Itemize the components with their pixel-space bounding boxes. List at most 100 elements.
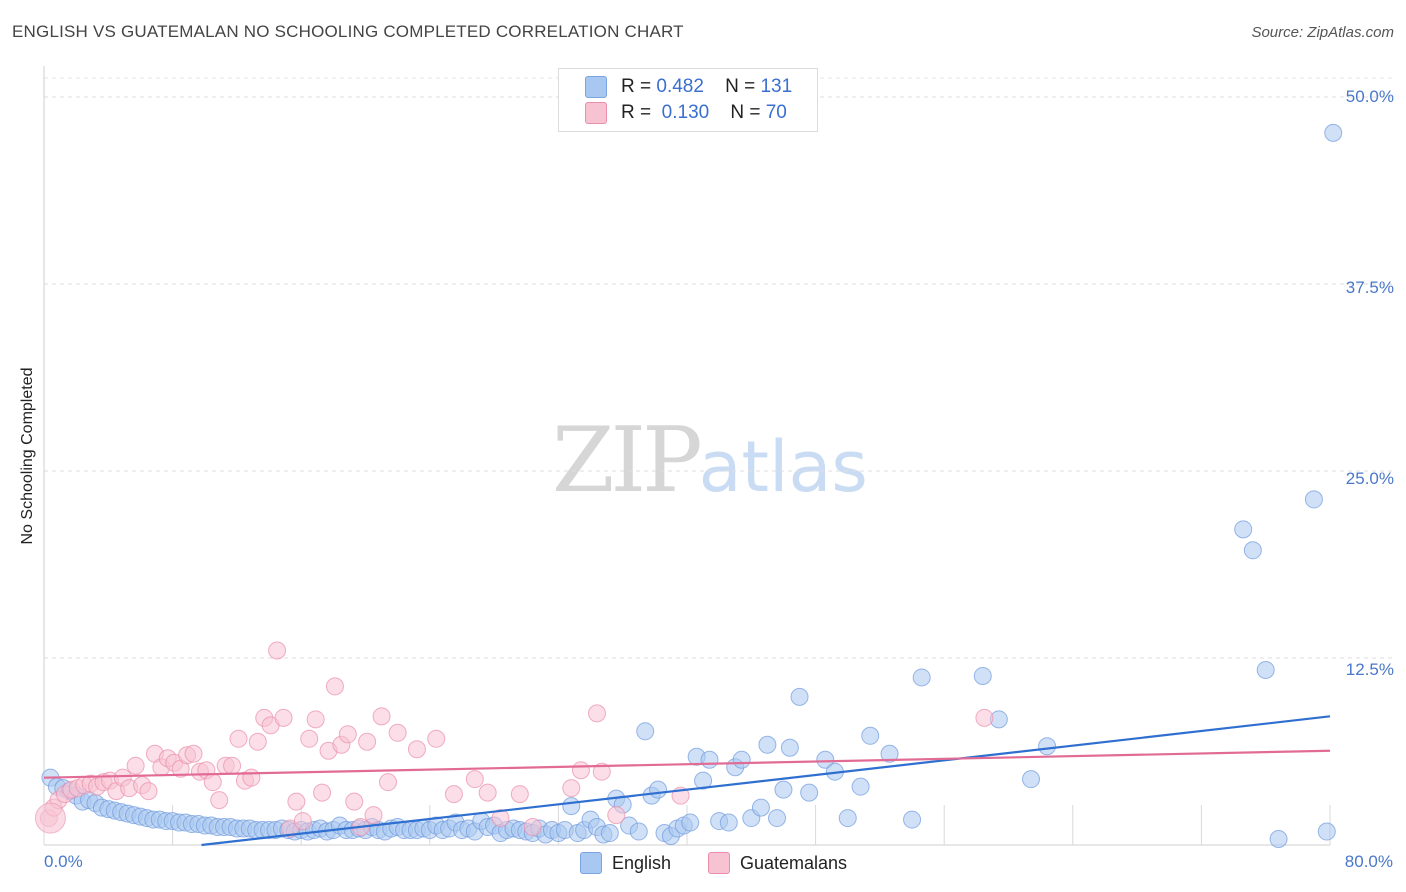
english-point: [800, 783, 819, 802]
bottom-legend-label-english: English: [612, 852, 672, 873]
guatemalans-point: [313, 783, 332, 802]
legend-r-label: R =: [621, 76, 652, 97]
trend-line-english: [201, 715, 1331, 847]
english-point: [912, 668, 931, 687]
guatemalans-point-large: [34, 802, 66, 834]
guatemalans-point: [465, 770, 484, 789]
correlation-legend: R = 0.482 N = 131 R = 0.130 N = 70: [558, 68, 818, 132]
english-point: [649, 780, 668, 799]
bottom-legend-swatch-guatemalans: [708, 852, 730, 874]
english-point: [562, 797, 581, 816]
guatemalans-point: [491, 809, 510, 828]
english-point: [774, 780, 793, 799]
x-tick-label-max: 80.0%: [1344, 852, 1393, 871]
bottom-legend-swatch-english: [580, 852, 602, 874]
guatemalans-point: [427, 729, 446, 748]
guatemalans-point: [293, 812, 312, 831]
bottom-legend-english: English: [580, 852, 671, 874]
bottom-legend-label-guatemalans: Guatemalans: [740, 852, 848, 873]
guatemalans-point: [364, 806, 383, 825]
english-point: [1304, 490, 1323, 509]
guatemalans-point: [607, 806, 626, 825]
guatemalans-point: [562, 779, 581, 798]
axes: [43, 66, 1331, 846]
english-point: [700, 750, 719, 769]
trend-lines: [43, 715, 1331, 847]
guatemalans-point: [268, 641, 287, 660]
guatemalans-point: [184, 744, 203, 763]
guatemalans-point: [592, 762, 611, 781]
english-point: [629, 822, 648, 841]
watermark: ZIPatlas: [552, 408, 868, 513]
guatemalans-point: [325, 677, 344, 696]
guatemalans-point: [338, 725, 357, 744]
watermark-atlas: atlas: [698, 426, 868, 508]
english-point: [636, 722, 655, 741]
guatemalans-point: [587, 704, 606, 723]
guatemalans-point: [478, 783, 497, 802]
english-point: [1243, 541, 1262, 560]
y-tick-label: 37.5%: [1345, 278, 1394, 297]
y-tick-label: 50.0%: [1345, 87, 1394, 106]
chart-title: ENGLISH VS GUATEMALAN NO SCHOOLING COMPL…: [12, 22, 684, 41]
english-point: [600, 824, 619, 843]
english-point: [1234, 520, 1253, 539]
english-point: [973, 666, 992, 685]
trend-line-guatemalans: [43, 749, 1331, 779]
guatemalans-point: [388, 723, 407, 742]
guatemalans-point: [287, 792, 306, 811]
legend-n-value-english: 131: [760, 76, 793, 97]
english-point: [681, 813, 700, 832]
english-point: [816, 750, 835, 769]
legend-swatch-guatemalans: [585, 102, 607, 124]
english-point: [861, 726, 880, 745]
legend-r-label: R =: [621, 102, 652, 123]
guatemalans-point: [242, 768, 261, 787]
english-point: [838, 809, 857, 828]
english-point: [694, 771, 713, 790]
watermark-zip: ZIP: [552, 408, 703, 513]
english-point: [780, 738, 799, 757]
guatemalans-point: [510, 785, 529, 804]
legend-row-guatemalans: R = 0.130 N = 70: [585, 101, 787, 125]
english-point: [790, 687, 809, 706]
legend-n-value-guatemalans: 70: [765, 102, 787, 123]
gridlines: [44, 77, 1392, 659]
legend-r-value-guatemalans: 0.130: [661, 102, 710, 123]
guatemalans-point: [523, 818, 542, 837]
y-tick-label: 12.5%: [1345, 660, 1394, 679]
guatemalans-point: [248, 732, 267, 751]
bottom-legend-guatemalans: Guatemalans: [708, 852, 847, 874]
english-point: [758, 735, 777, 754]
legend-swatch-english: [585, 76, 607, 98]
guatemalans-point: [223, 756, 242, 775]
guatemalans-point: [306, 710, 325, 729]
english-point: [732, 750, 751, 769]
guatemalans-point: [300, 729, 319, 748]
guatemalans-point: [203, 773, 222, 792]
guatemalans-point: [358, 732, 377, 751]
english-point: [903, 810, 922, 829]
guatemalans-point: [372, 707, 391, 726]
guatemalans-point: [229, 729, 248, 748]
english-point: [1256, 660, 1275, 679]
english-point: [1317, 822, 1336, 841]
legend-n-label: N =: [725, 76, 756, 97]
guatemalans-point: [444, 785, 463, 804]
english-point: [1324, 123, 1343, 142]
guatemalans-point: [407, 740, 426, 759]
legend-n-label: N =: [730, 102, 761, 123]
y-tick-label: 25.0%: [1345, 469, 1394, 488]
english-point: [851, 777, 870, 796]
guatemalans-point: [126, 756, 145, 775]
legend-r-value-english: 0.482: [656, 76, 704, 97]
guatemalans-point: [345, 792, 364, 811]
english-point: [751, 798, 770, 817]
english-point: [880, 744, 899, 763]
guatemalans-point: [975, 708, 994, 727]
chart-source: Source: ZipAtlas.com: [1251, 24, 1394, 41]
guatemalans-point: [274, 708, 293, 727]
guatemalans-point: [139, 782, 158, 801]
guatemalans-point: [210, 791, 229, 810]
